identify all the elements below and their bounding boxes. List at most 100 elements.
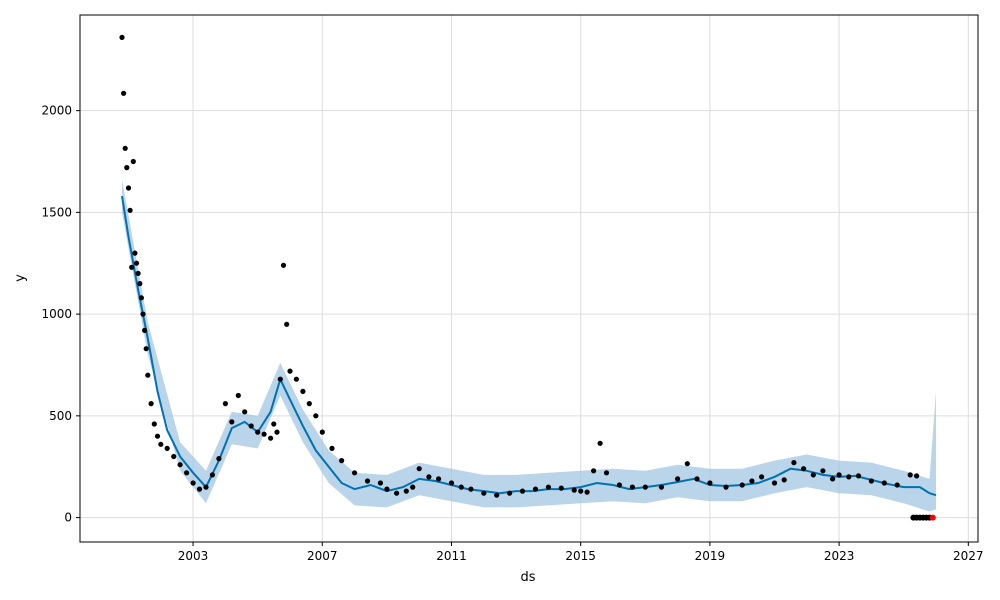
observed-point — [410, 484, 416, 490]
observed-point — [642, 484, 648, 490]
observed-point — [255, 429, 261, 435]
uncertainty-band-layer — [122, 179, 936, 512]
observed-point — [190, 480, 196, 486]
x-tick-label: 2015 — [565, 549, 596, 563]
x-tick-label: 2023 — [824, 549, 855, 563]
observed-point — [571, 487, 577, 493]
observed-point — [222, 401, 228, 407]
observed-point — [129, 264, 135, 270]
observed-point — [545, 484, 552, 490]
observed-point — [658, 484, 665, 490]
observed-point — [519, 488, 526, 494]
observed-point — [142, 327, 148, 333]
observed-point — [481, 490, 487, 496]
observed-point — [151, 421, 157, 427]
observed-point — [584, 489, 590, 495]
observed-point — [749, 478, 755, 484]
observed-point — [184, 470, 190, 476]
observed-point — [448, 480, 455, 486]
observed-point — [261, 431, 267, 437]
y-tick-label: 0 — [64, 511, 72, 525]
observed-point — [603, 470, 610, 476]
observed-point — [394, 490, 400, 496]
future-points-layer — [910, 514, 936, 521]
observed-point — [739, 482, 745, 488]
observed-point — [313, 413, 319, 419]
observed-point — [300, 388, 306, 394]
observed-point — [558, 485, 564, 491]
observed-point — [384, 486, 390, 492]
observed-point — [277, 376, 283, 382]
observed-point — [810, 472, 816, 478]
observed-point — [820, 468, 826, 474]
observed-point — [578, 488, 584, 494]
observed-point — [287, 368, 293, 374]
observed-point — [675, 476, 681, 482]
observed-point — [597, 440, 603, 446]
observed-point — [177, 462, 183, 468]
observed-point — [707, 480, 713, 486]
uncertainty-band — [122, 179, 936, 512]
x-axis-label: ds — [520, 570, 535, 585]
observed-point — [121, 90, 127, 96]
grid-lines — [80, 15, 978, 542]
observed-point — [616, 482, 623, 488]
observed-point — [171, 453, 177, 460]
x-tick-label: 2019 — [695, 549, 726, 563]
observed-point — [196, 486, 203, 492]
observed-point — [894, 482, 900, 488]
observed-point — [274, 429, 280, 435]
forecast-line-layer — [121, 195, 937, 497]
observed-point — [458, 484, 464, 490]
observed-point — [868, 478, 875, 484]
forecast-line — [121, 195, 937, 497]
observed-point — [364, 478, 371, 484]
observed-point — [125, 185, 132, 191]
y-axis-label: y — [13, 274, 28, 282]
observed-point — [124, 165, 130, 171]
observed-point — [132, 250, 138, 256]
observed-point — [145, 372, 151, 378]
observed-point — [242, 409, 248, 415]
observed-point — [138, 295, 144, 301]
observed-point — [329, 445, 335, 451]
plot-frame — [79, 14, 979, 543]
observed-point — [143, 346, 149, 352]
observed-point — [436, 476, 442, 482]
observed-point — [137, 281, 143, 287]
observed-point — [377, 480, 383, 486]
observed-points-layer — [119, 34, 920, 498]
observed-point — [426, 474, 432, 480]
observed-point — [209, 472, 215, 478]
x-axis-ticks: 2003 2007 2011 2015 2019 2023 2027 — [178, 542, 984, 563]
highlight-point — [929, 514, 936, 521]
observed-point — [723, 484, 729, 490]
x-tick-label: 2027 — [953, 549, 984, 563]
observed-point — [268, 435, 274, 441]
observed-point — [306, 401, 312, 407]
observed-point — [352, 470, 358, 476]
observed-point — [122, 145, 128, 151]
observed-point — [140, 311, 146, 317]
observed-point — [881, 480, 887, 486]
observed-point — [148, 401, 154, 407]
observed-point — [771, 480, 778, 486]
observed-point — [416, 466, 422, 472]
observed-point — [235, 392, 241, 399]
y-tick-label: 500 — [49, 409, 72, 423]
observed-point — [271, 421, 277, 427]
y-tick-label: 2000 — [41, 104, 72, 118]
observed-point — [216, 456, 222, 462]
observed-point — [133, 260, 140, 266]
y-axis-ticks: 0 500 1000 1500 2000 — [41, 104, 80, 525]
observed-point — [158, 441, 164, 447]
observed-point — [468, 486, 474, 492]
observed-point — [339, 458, 345, 464]
observed-point — [293, 376, 299, 382]
observed-point — [135, 270, 141, 276]
observed-point — [830, 476, 836, 482]
observed-point — [119, 34, 125, 41]
observed-point — [507, 490, 513, 496]
observed-point — [907, 472, 913, 478]
